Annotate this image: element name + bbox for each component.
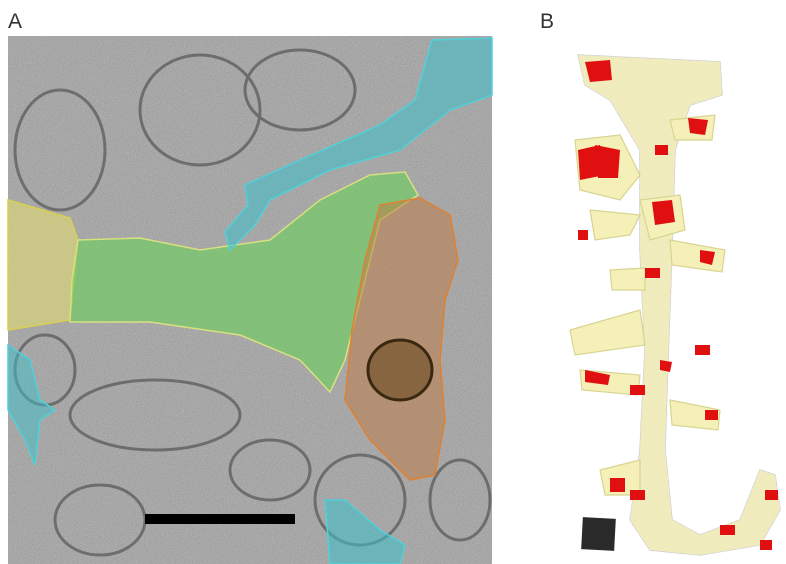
reconstruction — [570, 55, 780, 555]
figure: A B — [0, 0, 786, 564]
page: A B — [0, 0, 786, 564]
panel-label: A — [8, 10, 22, 33]
micrograph — [8, 36, 492, 564]
panel-label: B — [540, 10, 554, 33]
scale-cube — [581, 517, 616, 551]
scale-bar — [145, 514, 295, 524]
yellow-region — [8, 200, 78, 330]
vesicle-body — [368, 340, 432, 400]
